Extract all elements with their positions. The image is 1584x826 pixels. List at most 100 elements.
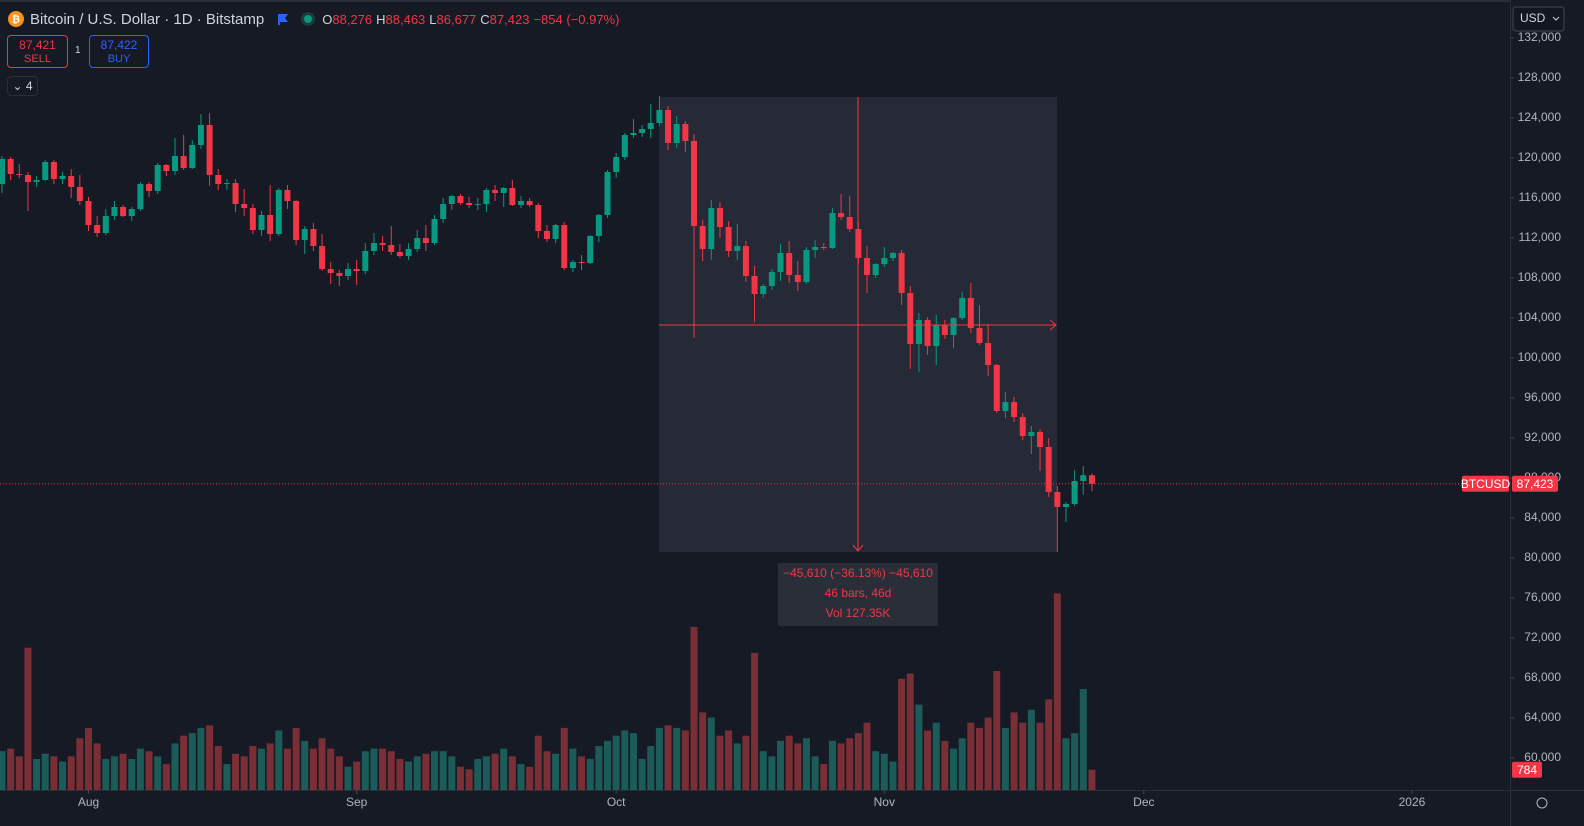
candle-body bbox=[206, 125, 213, 175]
volume-bar bbox=[725, 730, 733, 790]
y-tick-label: 100,000 bbox=[1518, 350, 1562, 364]
measure-volume: Vol 127.35K bbox=[826, 606, 891, 620]
candle-body bbox=[370, 243, 377, 251]
volume-bar bbox=[552, 753, 560, 790]
volume-bar bbox=[673, 727, 681, 790]
x-tick-label: Oct bbox=[607, 795, 626, 809]
volume-bar bbox=[327, 748, 335, 790]
volume-bar bbox=[0, 751, 6, 790]
spread: 1 bbox=[75, 45, 81, 56]
candle-body bbox=[846, 217, 853, 229]
candle-body bbox=[24, 175, 31, 182]
candle-body bbox=[967, 298, 974, 328]
volume-bar bbox=[266, 743, 274, 790]
candle-body bbox=[405, 249, 412, 256]
candle-body bbox=[7, 159, 14, 174]
y-tick-label: 112,000 bbox=[1519, 230, 1562, 244]
symbol-title[interactable]: Bitcoin / U.S. Dollar · 1D · Bitstamp bbox=[30, 10, 265, 28]
candle-body bbox=[829, 213, 836, 248]
volume-bar bbox=[508, 756, 516, 790]
volume-bar bbox=[742, 735, 750, 790]
volume-bar bbox=[154, 756, 162, 790]
indicators-toggle[interactable]: ⌄ 4 bbox=[7, 76, 38, 96]
candle-body bbox=[431, 219, 438, 243]
volume-bar bbox=[526, 766, 534, 790]
candle-body bbox=[1080, 475, 1087, 481]
candle-body bbox=[543, 231, 550, 239]
volume-bar bbox=[612, 735, 620, 790]
candle-body bbox=[457, 196, 464, 203]
volume-bar bbox=[690, 626, 698, 790]
candle-body bbox=[345, 269, 352, 276]
candle-body bbox=[1037, 432, 1044, 447]
volume-bar bbox=[145, 751, 153, 790]
candle-body bbox=[561, 225, 568, 268]
change: −854 (−0.97%) bbox=[533, 11, 620, 27]
volume-bar bbox=[431, 751, 439, 790]
candle-body bbox=[241, 204, 248, 208]
candle-body bbox=[647, 123, 654, 129]
candle-body bbox=[1045, 447, 1052, 492]
candle-body bbox=[518, 201, 525, 205]
volume-bar bbox=[67, 756, 75, 790]
candle-body bbox=[1071, 481, 1078, 504]
volume-bar bbox=[811, 756, 819, 790]
currency-button[interactable] bbox=[1512, 6, 1565, 32]
candle-body bbox=[0, 159, 5, 184]
buy-button[interactable]: 87,422 BUY bbox=[89, 35, 149, 68]
y-tick-label: 128,000 bbox=[1518, 70, 1562, 84]
candle-body bbox=[111, 207, 118, 216]
candle-body bbox=[146, 184, 153, 191]
candle-body bbox=[1054, 492, 1061, 507]
candle-body bbox=[734, 246, 741, 251]
y-tick-label: 68,000 bbox=[1524, 670, 1561, 684]
volume-bar bbox=[474, 758, 482, 790]
candle-body bbox=[33, 180, 40, 182]
candle-body bbox=[665, 110, 672, 143]
volume-bar bbox=[1036, 722, 1044, 790]
volume-bar bbox=[975, 727, 983, 790]
measure-arrow bbox=[852, 544, 864, 552]
volume-bar bbox=[102, 758, 110, 790]
candle-body bbox=[812, 247, 819, 250]
volume-bar bbox=[560, 727, 568, 790]
candle-body bbox=[1002, 402, 1009, 411]
candle-body bbox=[180, 156, 187, 168]
candle-body bbox=[448, 196, 455, 204]
volume-bar bbox=[707, 717, 715, 790]
candle-body bbox=[492, 190, 499, 193]
sell-button[interactable]: 87,421 SELL bbox=[7, 35, 68, 68]
volume-bar bbox=[180, 735, 188, 790]
candle-body bbox=[838, 213, 845, 217]
candle-body bbox=[699, 226, 706, 249]
volume-bar bbox=[958, 738, 966, 790]
candle-body bbox=[50, 162, 57, 179]
volume-bar bbox=[802, 738, 810, 790]
volume-bar bbox=[214, 746, 222, 790]
candle-body bbox=[137, 184, 144, 209]
volume-bar bbox=[128, 758, 136, 790]
volume-bar bbox=[820, 764, 828, 790]
volume-bar bbox=[405, 761, 413, 790]
volume-bar bbox=[110, 756, 118, 790]
candle-body bbox=[673, 124, 680, 143]
volume-bar bbox=[413, 756, 421, 790]
candle-body bbox=[440, 204, 447, 219]
y-tick-label: 72,000 bbox=[1524, 630, 1561, 644]
candle-body bbox=[189, 145, 196, 168]
flag-icon[interactable] bbox=[276, 12, 290, 26]
volume-bar bbox=[569, 748, 577, 790]
candle-body bbox=[59, 176, 66, 179]
candle-body bbox=[1062, 504, 1069, 507]
volume-bar bbox=[759, 751, 767, 790]
volume-bar bbox=[854, 733, 862, 790]
y-tick-label: 80,000 bbox=[1524, 550, 1561, 564]
volume-bar bbox=[967, 722, 975, 790]
candle-body bbox=[68, 176, 75, 187]
candle-body bbox=[163, 165, 170, 171]
volume-bar bbox=[751, 652, 759, 790]
volume-bar bbox=[439, 751, 447, 790]
candle-body bbox=[509, 188, 516, 205]
volume-bar bbox=[733, 743, 741, 790]
settings-icon[interactable] bbox=[1536, 797, 1548, 809]
